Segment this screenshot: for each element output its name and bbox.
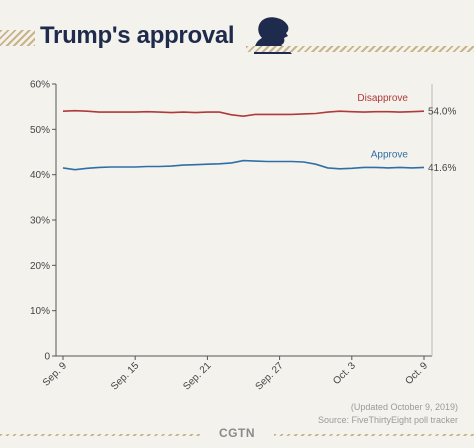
updated-note: (Updated October 9, 2019) [350, 402, 458, 412]
header-rule [246, 46, 474, 52]
x-tick-label: Sep. 15 [109, 360, 141, 392]
source-note: Source: FiveThirtyEight poll tracker [317, 415, 458, 425]
y-tick-label: 0 [44, 352, 50, 363]
series-end-label-disapprove: 54.0% [428, 107, 456, 118]
brand-logo: CGTN [219, 426, 255, 440]
y-tick-label: 30% [30, 216, 50, 227]
x-tick-label: Oct. 9 [403, 360, 430, 387]
page-title: Trump's approval [40, 22, 235, 49]
series-name-disapprove: Disapprove [357, 93, 408, 104]
footer: CGTN [0, 422, 474, 448]
x-tick-label: Sep. 21 [181, 360, 213, 392]
footer-rule-left [0, 434, 200, 436]
series-name-approve: Approve [371, 149, 409, 160]
trump-silhouette-icon [254, 17, 292, 54]
x-tick-label: Sep. 9 [41, 360, 70, 389]
y-tick-label: 60% [30, 80, 50, 91]
y-tick-label: 20% [30, 261, 50, 272]
header-stripes [0, 30, 35, 46]
x-tick-label: Oct. 3 [331, 360, 358, 387]
y-tick-label: 10% [30, 306, 50, 317]
series-end-label-approve: 41.6% [428, 163, 456, 174]
footer-rule-right [274, 434, 474, 436]
x-tick-label: Sep. 27 [254, 360, 286, 392]
series-line-approve [62, 159, 425, 171]
y-tick-label: 40% [30, 170, 50, 181]
y-tick-label: 50% [30, 125, 50, 136]
series-line-disapprove [62, 109, 425, 118]
